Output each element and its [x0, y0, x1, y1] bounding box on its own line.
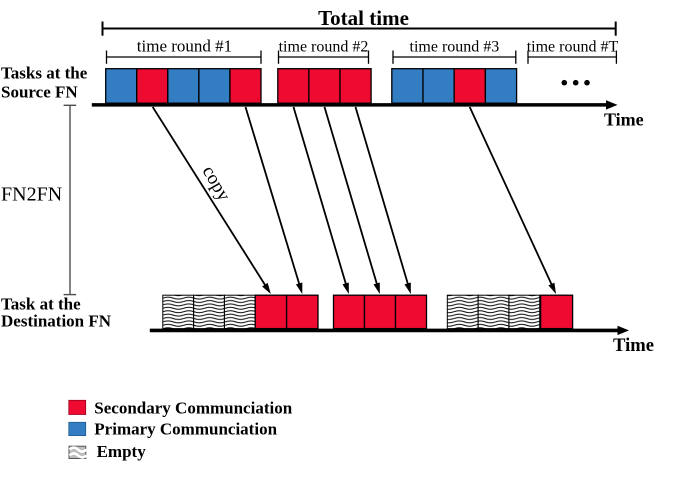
svg-text:time round #2: time round #2: [279, 39, 369, 56]
svg-text:Primary Communciation: Primary Communciation: [94, 419, 277, 438]
svg-text:copy: copy: [198, 162, 235, 205]
svg-text:Total time: Total time: [318, 6, 409, 30]
svg-text:time round #3: time round #3: [410, 39, 500, 56]
svg-text:FN2FN: FN2FN: [1, 184, 62, 206]
svg-text:Tasks at the: Tasks at the: [1, 64, 88, 83]
svg-text:Secondary Communciation: Secondary Communciation: [94, 398, 292, 417]
svg-text:time round #T: time round #T: [527, 39, 619, 56]
svg-text:Time: Time: [613, 335, 654, 356]
svg-text:time round #1: time round #1: [137, 37, 232, 56]
svg-text:Task at the: Task at the: [1, 294, 81, 313]
svg-text:Empty: Empty: [97, 442, 147, 461]
svg-text:Time: Time: [604, 110, 644, 130]
svg-text:Destination FN: Destination FN: [1, 312, 112, 331]
svg-text:Source FN: Source FN: [1, 82, 78, 101]
